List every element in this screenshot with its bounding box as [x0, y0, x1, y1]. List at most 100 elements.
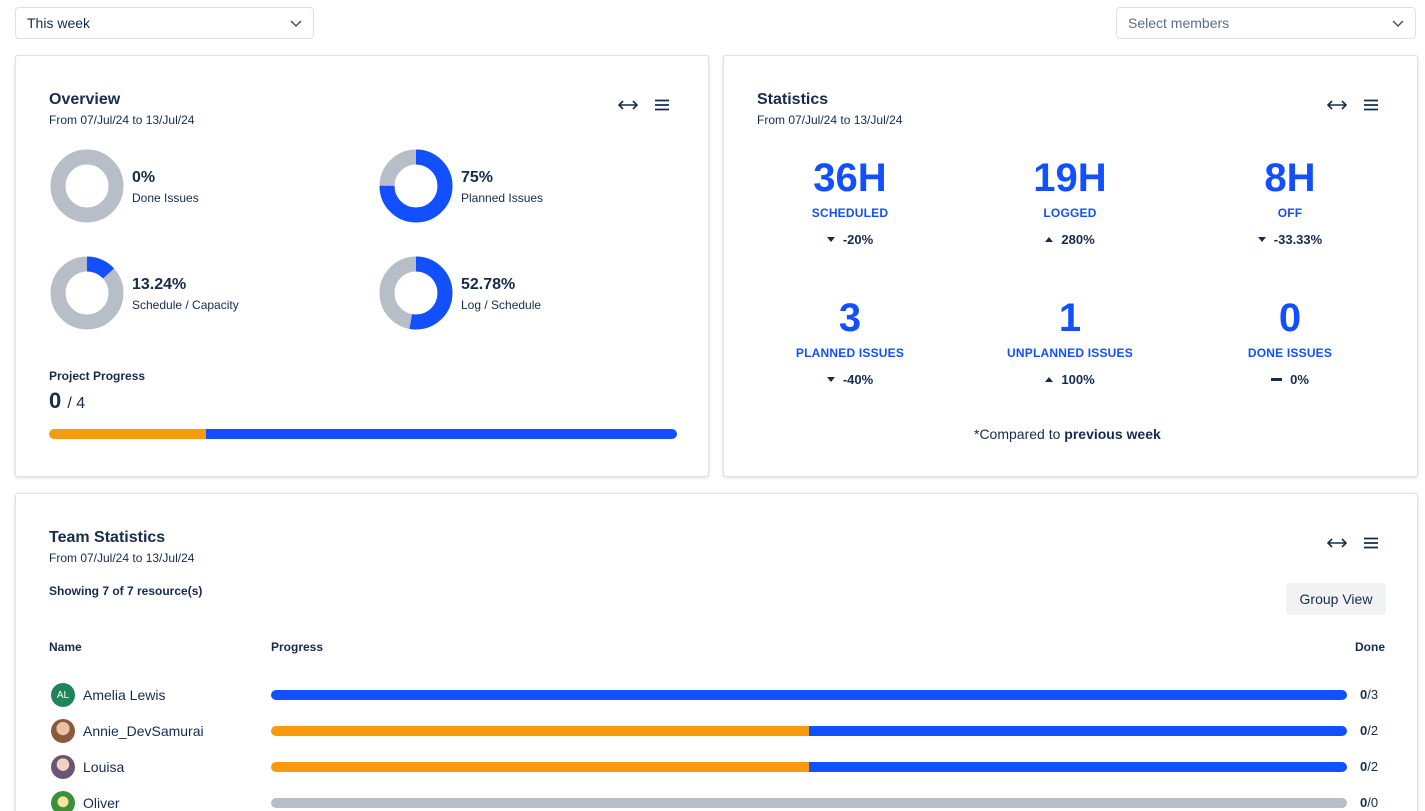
overview-range: From 07/Jul/24 to 13/Jul/24 [49, 113, 195, 127]
chevron-down-icon [290, 20, 302, 28]
expand-icon[interactable] [1327, 533, 1347, 553]
group-view-button[interactable]: Group View [1286, 583, 1386, 615]
expand-icon[interactable] [1327, 95, 1347, 115]
stat-change: -20% [740, 232, 960, 247]
stat-change: 280% [960, 232, 1180, 247]
member-progress-bar [271, 762, 1347, 772]
member-done-total: /2 [1367, 723, 1379, 738]
stat-logged: 19H LOGGED 280% [960, 156, 1180, 247]
period-select[interactable]: This week [15, 7, 314, 39]
member-done-count: 0 [1360, 723, 1368, 738]
period-select-value: This week [27, 15, 91, 31]
members-select-placeholder: Select members [1128, 15, 1230, 31]
stat-change: -40% [740, 372, 960, 387]
stat-name: UNPLANNED ISSUES [1007, 346, 1133, 360]
stat-name: PLANNED ISSUES [795, 346, 905, 360]
member-done: 0/2 [1360, 759, 1378, 774]
log-schedule-label: Log / Schedule [461, 298, 542, 312]
stat-value: 1 [1058, 296, 1082, 340]
statistics-range: From 07/Jul/24 to 13/Jul/24 [757, 113, 903, 127]
member-name: Amelia Lewis [83, 687, 166, 703]
team-range: From 07/Jul/24 to 13/Jul/24 [49, 551, 195, 565]
member-progress-bar [271, 726, 1347, 736]
stat-change-value: 280% [1061, 232, 1095, 247]
menu-icon[interactable] [652, 95, 672, 115]
done-issues-donut [50, 149, 124, 223]
trend-down-icon [826, 377, 835, 382]
project-progress-total: / 4 [67, 395, 86, 412]
column-header-name: Name [49, 640, 82, 654]
stat-change: 0% [1180, 372, 1400, 387]
member-progress-bar [271, 690, 1347, 700]
log-schedule-value: 52.78% [461, 276, 516, 293]
stat-off: 8H OFF -33.33% [1180, 156, 1400, 247]
stat-change: 100% [960, 372, 1180, 387]
table-row-name[interactable]: Annie_DevSamurai [51, 719, 204, 743]
statistics-title: Statistics [757, 91, 829, 108]
stat-change: -33.33% [1180, 232, 1400, 247]
avatar [51, 791, 75, 811]
statistics-card: Statistics From 07/Jul/24 to 13/Jul/24 3… [723, 55, 1418, 477]
stat-name: LOGGED [1043, 206, 1097, 220]
progress-blue-segment [271, 690, 1347, 700]
table-row-name[interactable]: AL Amelia Lewis [51, 683, 165, 707]
avatar-initials: AL [56, 689, 70, 701]
progress-empty-segment [271, 798, 1347, 808]
member-done: 0/2 [1360, 723, 1378, 738]
table-row-name[interactable]: Louisa [51, 755, 124, 779]
member-name: Oliver [83, 795, 120, 811]
trend-flat-icon [1271, 378, 1283, 381]
menu-icon[interactable] [1361, 95, 1381, 115]
progress-orange-segment [271, 762, 809, 772]
stat-change-value: -20% [842, 232, 874, 247]
member-done-total: /0 [1367, 795, 1379, 810]
schedule-capacity-donut [50, 256, 124, 330]
project-progress-orange-segment [49, 429, 206, 439]
log-schedule-donut [379, 256, 453, 330]
menu-icon[interactable] [1361, 533, 1381, 553]
stat-change-value: 0% [1290, 372, 1309, 387]
avatar [51, 719, 75, 743]
stat-scheduled: 36H SCHEDULED -20% [740, 156, 960, 247]
chevron-down-icon [1392, 20, 1404, 28]
overview-actions [618, 95, 672, 115]
compared-note: *Compared to previous week [974, 426, 1161, 442]
avatar: AL [51, 683, 75, 707]
project-progress-count: 0 / 4 [49, 388, 85, 414]
statistics-actions [1327, 95, 1381, 115]
stat-done-issues: 0 DONE ISSUES 0% [1180, 296, 1400, 387]
members-select[interactable]: Select members [1116, 7, 1416, 39]
overview-card: Overview From 07/Jul/24 to 13/Jul/24 0% … [15, 55, 709, 477]
member-done-total: /2 [1367, 759, 1379, 774]
donut-value-arc [379, 256, 453, 330]
stat-unplanned-issues: 1 UNPLANNED ISSUES 100% [960, 296, 1180, 387]
trend-down-icon [826, 237, 835, 242]
member-progress-bar [271, 798, 1347, 808]
member-done: 0/3 [1360, 687, 1378, 702]
project-progress-label: Project Progress [49, 369, 146, 383]
column-header-done: Done [1355, 640, 1385, 654]
planned-issues-value: 75% [461, 169, 494, 186]
stat-change-value: -33.33% [1273, 232, 1323, 247]
stat-name: DONE ISSUES [1247, 346, 1333, 360]
planned-issues-donut [379, 149, 453, 223]
stat-name: SCHEDULED [811, 206, 889, 220]
member-done-count: 0 [1360, 795, 1368, 810]
donut-track [50, 149, 124, 223]
table-row-name[interactable]: Oliver [51, 791, 120, 811]
compared-prefix: *Compared to [974, 426, 1065, 442]
stat-name: OFF [1277, 206, 1303, 220]
stat-planned-issues: 3 PLANNED ISSUES -40% [740, 296, 960, 387]
trend-up-icon [1045, 377, 1054, 382]
stat-value: 19H [1033, 156, 1107, 200]
stat-value: 36H [813, 156, 887, 200]
column-header-progress: Progress [271, 640, 324, 654]
member-done-count: 0 [1360, 687, 1368, 702]
member-done-total: /3 [1367, 687, 1379, 702]
progress-orange-segment [271, 726, 809, 736]
expand-icon[interactable] [618, 95, 638, 115]
project-progress-done: 0 [49, 388, 62, 413]
donut-value-arc [379, 149, 453, 223]
trend-down-icon [1257, 237, 1266, 242]
stat-change-value: -40% [842, 372, 874, 387]
